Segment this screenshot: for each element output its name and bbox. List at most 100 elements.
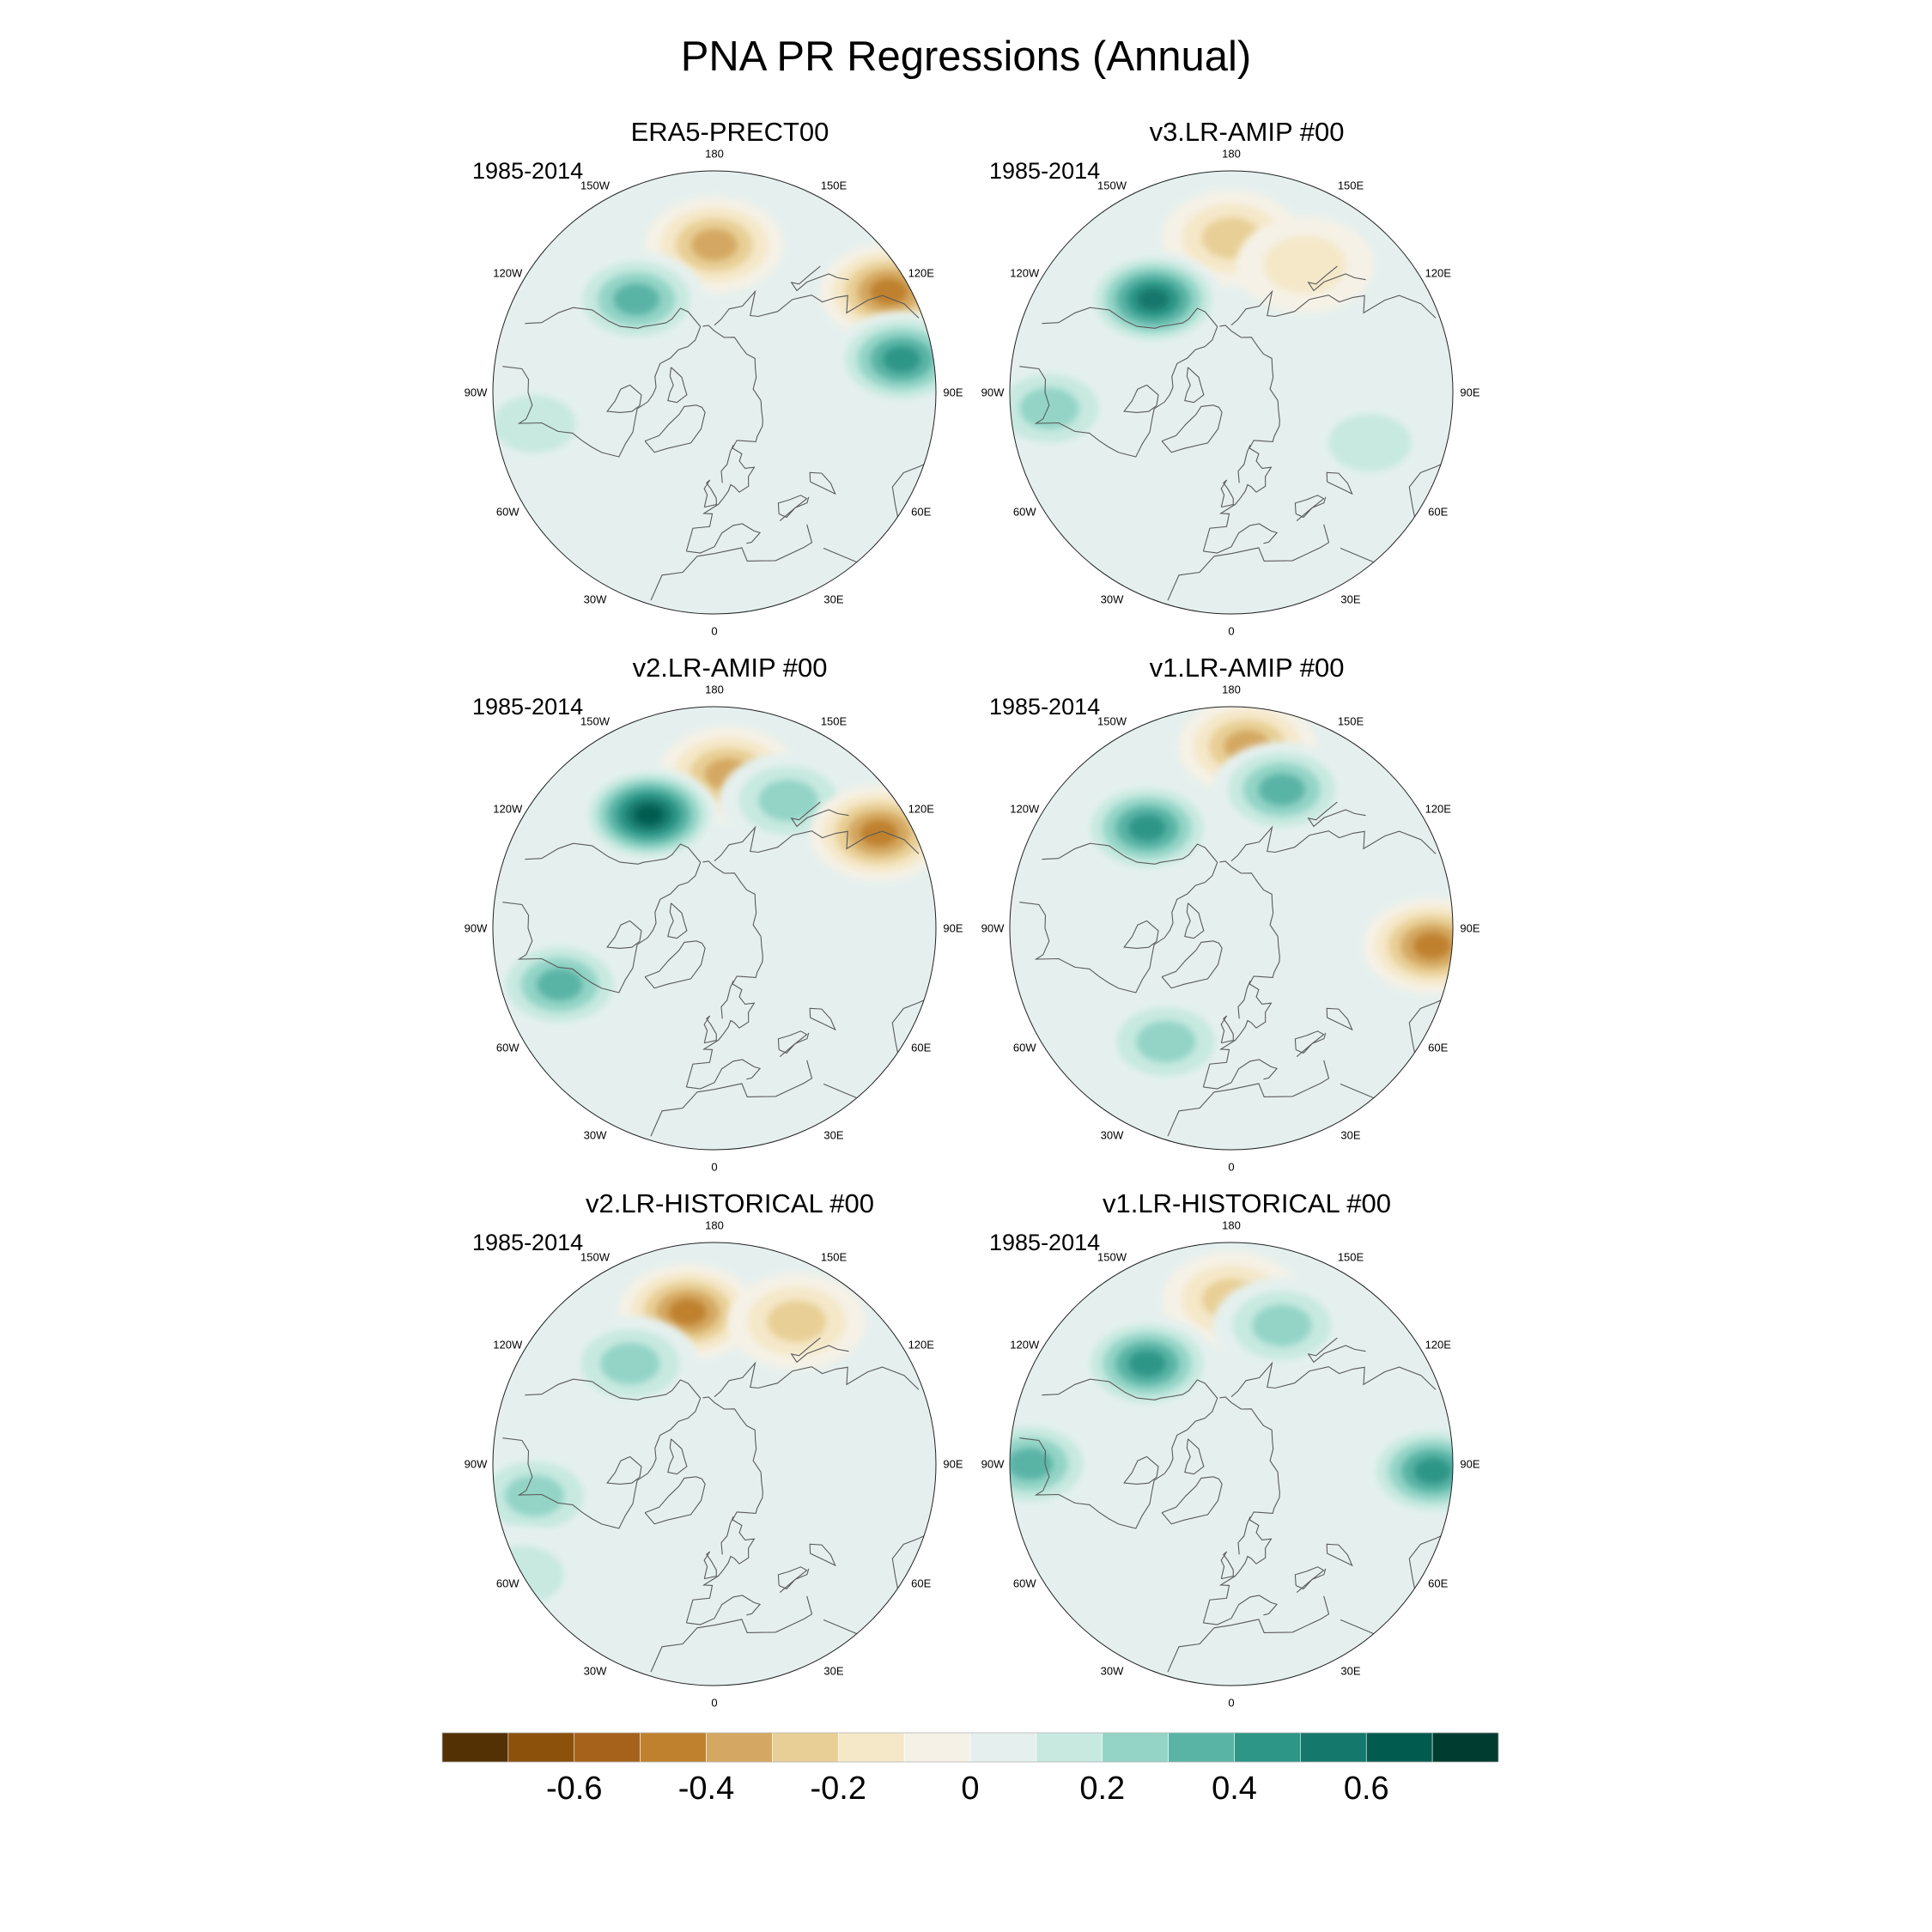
longitude-label: 60E bbox=[911, 1041, 932, 1054]
map-boundary bbox=[492, 706, 937, 1151]
coastline bbox=[525, 842, 639, 865]
coastline bbox=[1219, 325, 1279, 401]
anomaly-contour bbox=[1258, 773, 1305, 806]
polar-map bbox=[1009, 1242, 1454, 1686]
anomaly-contour bbox=[1252, 1304, 1312, 1346]
colorbar-tick-label: -0.6 bbox=[546, 1771, 603, 1807]
coastline bbox=[702, 860, 762, 937]
map-panel: v1.LR-HISTORICAL #00 1985-2014 180 150E 120E… bbox=[972, 1188, 1522, 1721]
longitude-label: 150W bbox=[580, 714, 610, 728]
longitude-label: 120W bbox=[493, 802, 523, 816]
coastline bbox=[686, 1595, 762, 1625]
coastline bbox=[1123, 384, 1159, 413]
anomaly-contour bbox=[1137, 288, 1170, 311]
coastline bbox=[1167, 1060, 1330, 1137]
coastline bbox=[650, 524, 813, 601]
longitude-label: 30W bbox=[583, 1128, 607, 1142]
coastline bbox=[1184, 1438, 1205, 1475]
anomaly-contour bbox=[668, 1298, 707, 1326]
coastline bbox=[1237, 1516, 1251, 1555]
colorbar-tick-label: 0.2 bbox=[1079, 1771, 1126, 1807]
anomaly-contour bbox=[767, 1300, 827, 1342]
longitude-label: 60E bbox=[1428, 1041, 1449, 1054]
longitude-label: 60E bbox=[1428, 1577, 1449, 1590]
coastline bbox=[1203, 1595, 1279, 1625]
longitude-label: 90E bbox=[943, 1457, 963, 1471]
panel-period: 1985-2014 bbox=[989, 694, 1101, 720]
coastline bbox=[1154, 307, 1218, 329]
coastline bbox=[637, 307, 702, 329]
coastline bbox=[1203, 523, 1279, 554]
panel-title: v2.LR-AMIP #00 bbox=[632, 653, 828, 683]
longitude-label: 120W bbox=[1010, 1338, 1040, 1352]
polar-map bbox=[1009, 170, 1454, 615]
longitude-label: 30W bbox=[583, 592, 607, 606]
longitude-label: 90W bbox=[464, 1457, 488, 1471]
map-boundary bbox=[1009, 170, 1454, 615]
coastline bbox=[1219, 1396, 1279, 1473]
longitude-label: 90E bbox=[1460, 386, 1480, 399]
coastline bbox=[637, 1379, 702, 1400]
colorbar-tick-label: -0.2 bbox=[810, 1771, 866, 1807]
longitude-label: 90E bbox=[943, 386, 963, 399]
longitude-label: 180 bbox=[705, 1218, 724, 1232]
longitude-label: 180 bbox=[1222, 683, 1241, 696]
coastline bbox=[1220, 1551, 1234, 1580]
map-panel: v2.LR-HISTORICAL #00 1985-2014 180 150E 120E… bbox=[455, 1188, 1005, 1721]
longitude-label: 150W bbox=[580, 179, 610, 192]
coastline bbox=[1230, 289, 1437, 326]
longitude-label: 120W bbox=[1010, 802, 1040, 816]
longitude-label: 180 bbox=[705, 147, 724, 161]
coastline bbox=[525, 1378, 639, 1400]
coastline bbox=[606, 1455, 642, 1485]
coastline bbox=[1230, 1361, 1437, 1398]
coastline bbox=[1202, 400, 1280, 552]
coastline bbox=[1326, 1007, 1353, 1031]
coastline bbox=[606, 920, 642, 949]
anomaly-contour bbox=[1328, 414, 1412, 472]
colorbar-bin bbox=[1168, 1732, 1235, 1763]
anomaly-contour bbox=[860, 820, 898, 847]
coastline bbox=[1307, 265, 1366, 292]
colorbar-bin bbox=[507, 1732, 575, 1763]
coastline bbox=[502, 1398, 702, 1529]
panel-period: 1985-2014 bbox=[989, 158, 1101, 184]
coastline bbox=[1042, 307, 1156, 329]
coastline bbox=[685, 936, 763, 1088]
coastline bbox=[702, 325, 762, 401]
coastline bbox=[606, 384, 642, 413]
coastline bbox=[1161, 404, 1223, 453]
coastline bbox=[1019, 326, 1218, 458]
coastline bbox=[1042, 842, 1156, 865]
colorbar-bin bbox=[1300, 1732, 1367, 1763]
longitude-label: 120W bbox=[493, 1338, 523, 1352]
colorbar-bin bbox=[706, 1732, 773, 1763]
anomaly-contour bbox=[635, 805, 663, 825]
longitude-label: 90E bbox=[1460, 921, 1480, 935]
anomaly-contour bbox=[691, 228, 738, 261]
longitude-label: 90E bbox=[1460, 1457, 1480, 1471]
coastline bbox=[1202, 936, 1280, 1088]
longitude-label: 60W bbox=[495, 1577, 519, 1590]
longitude-label: 90W bbox=[981, 921, 1005, 935]
coastline bbox=[714, 289, 920, 326]
polar-map bbox=[492, 706, 937, 1151]
coastline bbox=[790, 1337, 849, 1364]
coastline bbox=[1184, 902, 1205, 939]
colorbar-bin bbox=[1234, 1732, 1301, 1763]
longitude-label: 30E bbox=[823, 1128, 844, 1142]
coastline bbox=[685, 1472, 763, 1624]
longitude-label: 150E bbox=[1337, 1250, 1364, 1264]
coastline bbox=[1237, 980, 1251, 1019]
longitude-label: 0 bbox=[711, 1696, 718, 1710]
coastline bbox=[644, 404, 706, 453]
longitude-label: 60E bbox=[1428, 505, 1449, 519]
coastline bbox=[667, 1438, 688, 1475]
longitude-label: 60E bbox=[911, 505, 932, 519]
coastline bbox=[720, 1516, 734, 1555]
coastline bbox=[1019, 1398, 1218, 1529]
coastline bbox=[714, 825, 920, 862]
anomaly-contour bbox=[758, 780, 818, 822]
panel-period: 1985-2014 bbox=[472, 158, 584, 184]
panel-period: 1985-2014 bbox=[989, 1230, 1101, 1255]
